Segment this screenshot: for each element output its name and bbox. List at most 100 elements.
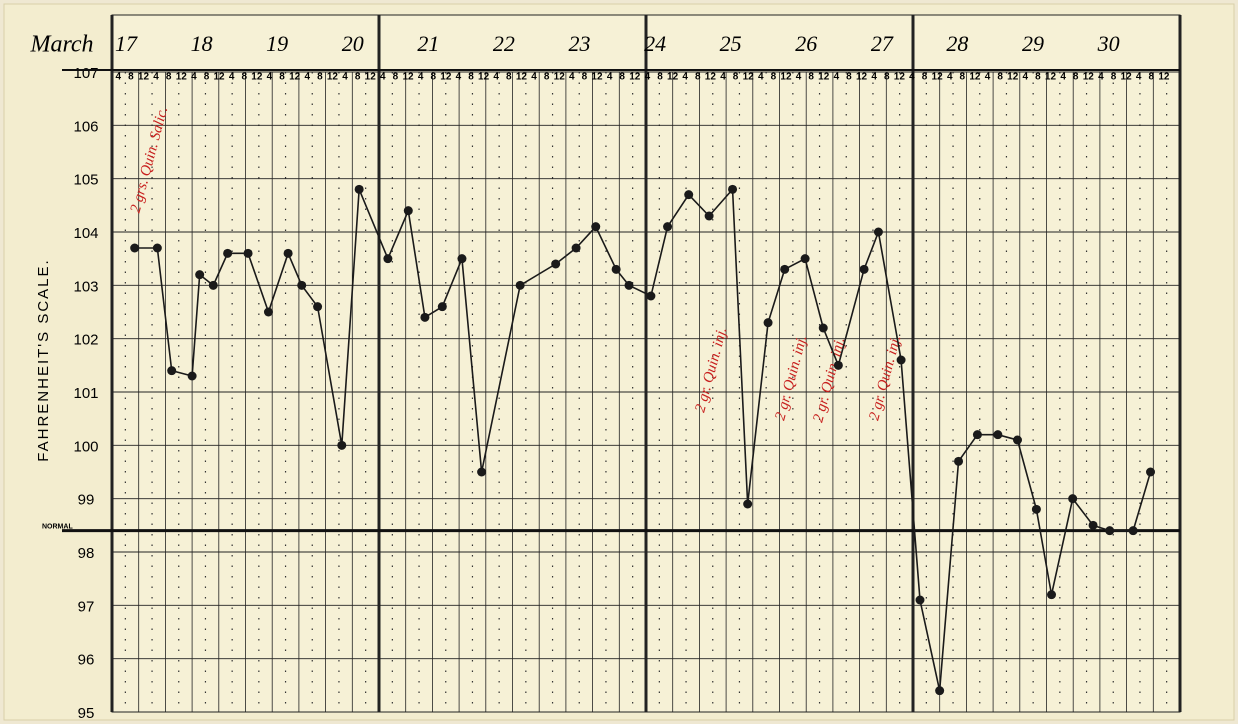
y-tick-label: 99: [78, 492, 95, 509]
hour-label: 4: [380, 72, 386, 83]
hour-label: 8: [695, 72, 701, 83]
x-tick-label: 17: [115, 31, 138, 56]
hour-label: 4: [493, 72, 499, 83]
data-point: [1031, 504, 1041, 514]
x-tick-label: 19: [266, 31, 288, 56]
hour-label: 8: [582, 72, 588, 83]
hour-label: 4: [1098, 72, 1104, 83]
data-point: [704, 211, 714, 221]
y-tick-label: 100: [73, 438, 98, 455]
data-point: [624, 280, 634, 290]
data-point: [420, 312, 430, 322]
data-point: [297, 280, 307, 290]
data-point: [403, 206, 413, 216]
hour-label: 12: [591, 72, 603, 83]
hour-label: 8: [997, 72, 1003, 83]
hour-label: 8: [808, 72, 814, 83]
hour-label: 4: [342, 72, 348, 83]
hour-label: 4: [607, 72, 613, 83]
hour-label: 12: [138, 72, 150, 83]
hour-label: 4: [229, 72, 235, 83]
hour-label: 4: [1136, 72, 1142, 83]
hour-label: 12: [1007, 72, 1019, 83]
hour-label: 4: [985, 72, 991, 83]
x-tick-label: 27: [871, 31, 894, 56]
data-point: [243, 248, 253, 258]
y-tick-label: 96: [78, 652, 95, 669]
y-tick-label: 97: [78, 598, 95, 615]
hour-label: 12: [440, 72, 452, 83]
data-point: [1105, 526, 1115, 536]
hour-label: 12: [894, 72, 906, 83]
hour-label: 4: [569, 72, 575, 83]
x-tick-label: 25: [720, 31, 742, 56]
y-tick-label: 102: [73, 332, 98, 349]
hour-label: 12: [176, 72, 188, 83]
x-tick-label: 28: [946, 31, 968, 56]
data-point: [1012, 435, 1022, 445]
hour-label: 12: [289, 72, 301, 83]
x-tick-label: 23: [569, 31, 591, 56]
data-point: [477, 467, 487, 477]
y-tick-label: 107: [73, 65, 98, 82]
y-axis-label: FAHRENHEIT'S SCALE.: [35, 258, 52, 461]
data-point: [337, 440, 347, 450]
data-point: [1128, 526, 1138, 536]
data-point: [1088, 520, 1098, 530]
data-point: [663, 222, 673, 232]
hour-label: 8: [1148, 72, 1154, 83]
data-point: [915, 595, 925, 605]
hour-label: 12: [629, 72, 641, 83]
hour-label: 8: [393, 72, 399, 83]
hour-label: 4: [153, 72, 159, 83]
hour-label: 8: [241, 72, 247, 83]
hour-label: 12: [214, 72, 226, 83]
hour-label: 12: [932, 72, 944, 83]
data-point: [551, 259, 561, 269]
y-tick-label: 105: [73, 172, 98, 189]
data-point: [1047, 590, 1057, 600]
data-point: [152, 243, 162, 253]
hour-label: 8: [884, 72, 890, 83]
data-point: [859, 264, 869, 274]
hour-label: 4: [418, 72, 424, 83]
data-point: [873, 227, 883, 237]
data-point: [611, 264, 621, 274]
data-point: [208, 280, 218, 290]
hour-label: 8: [544, 72, 550, 83]
hour-label: 12: [743, 72, 755, 83]
hour-label: 8: [619, 72, 625, 83]
hour-label: 8: [166, 72, 172, 83]
hour-label: 12: [856, 72, 868, 83]
hour-label: 4: [456, 72, 462, 83]
x-tick-label: 29: [1022, 31, 1044, 56]
hour-label: 4: [531, 72, 537, 83]
hour-label: 8: [204, 72, 210, 83]
hour-label: 4: [304, 72, 310, 83]
y-tick-label: 103: [73, 278, 98, 295]
y-tick-label: 106: [73, 118, 98, 135]
data-point: [972, 430, 982, 440]
data-point: [354, 184, 364, 194]
hour-label: 12: [1158, 72, 1170, 83]
x-prefix: March: [29, 32, 93, 58]
data-point: [935, 686, 945, 696]
hour-label: 12: [818, 72, 830, 83]
hour-label: 12: [402, 72, 414, 83]
data-point: [383, 254, 393, 264]
hour-label: 8: [1035, 72, 1041, 83]
data-point: [195, 270, 205, 280]
data-point: [515, 280, 525, 290]
data-point: [684, 190, 694, 200]
hour-label: 8: [733, 72, 739, 83]
data-point: [130, 243, 140, 253]
y-tick-label: 95: [78, 705, 95, 722]
data-point: [283, 248, 293, 258]
hour-label: 4: [116, 72, 122, 83]
hour-label: 12: [1083, 72, 1095, 83]
hour-label: 4: [834, 72, 840, 83]
data-point: [743, 499, 753, 509]
hour-label: 12: [327, 72, 339, 83]
hour-label: 4: [720, 72, 726, 83]
